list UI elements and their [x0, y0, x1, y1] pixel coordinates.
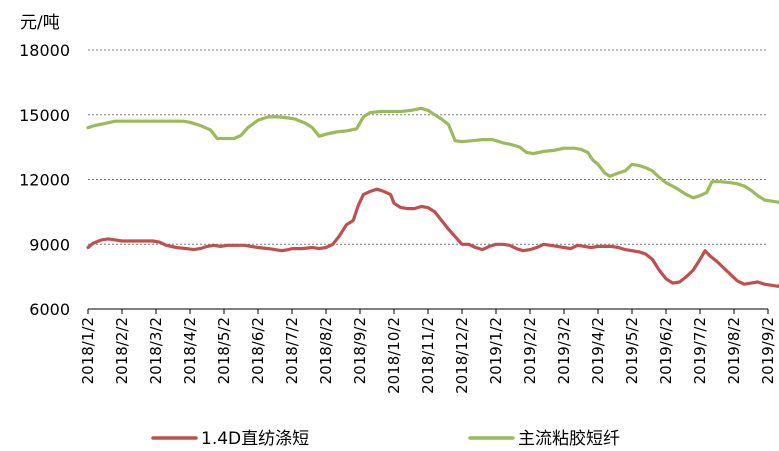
x-axis-ticks: 2018/1/2 2018/2/2 2018/3/2 2018/4/2 2018/5/2…: [79, 309, 777, 394]
x-tick-label: 2018/8/2: [317, 317, 335, 384]
x-tick-label: 2018/5/2: [215, 317, 233, 384]
series-line-2: [86, 106, 779, 205]
x-tick-label: 2019/9/2: [759, 317, 777, 384]
y-tick-label: 18000: [19, 41, 70, 60]
x-tick-label: 2018/11/2: [419, 317, 437, 394]
x-tick-label: 2019/1/2: [487, 317, 505, 384]
y-unit-label: 元/吨: [20, 13, 60, 33]
x-tick-label: 2019/6/2: [657, 317, 675, 384]
x-tick-label: 2019/3/2: [555, 317, 573, 384]
x-tick-label: 2018/2/2: [113, 317, 131, 384]
series: [86, 106, 779, 288]
x-tick-label: 2019/2/2: [521, 317, 539, 384]
x-tick-label: 2018/10/2: [385, 317, 403, 394]
x-tick-label: 2018/6/2: [249, 317, 267, 384]
x-tick-label: 2018/4/2: [181, 317, 199, 384]
legend-label: 主流粘胶短纤: [518, 429, 620, 449]
x-tick-label: 2018/7/2: [283, 317, 301, 384]
x-tick-label: 2018/12/2: [453, 317, 471, 394]
x-tick-label: 2019/7/2: [691, 317, 709, 384]
legend: 1.4D直纺涤短 主流粘胶短纤: [151, 429, 620, 449]
x-tick-label: 2019/4/2: [589, 317, 607, 384]
grid: [88, 49, 768, 310]
legend-label: 1.4D直纺涤短: [201, 429, 309, 449]
x-tick-label: 2018/3/2: [147, 317, 165, 384]
y-tick-label: 12000: [19, 171, 70, 190]
x-tick-label: 2018/1/2: [79, 317, 97, 384]
series-line-1: [86, 187, 779, 288]
x-tick-label: 2018/9/2: [351, 317, 369, 384]
y-tick-label: 6000: [29, 300, 70, 319]
y-tick-label: 9000: [29, 235, 70, 254]
y-tick-label: 15000: [19, 106, 70, 125]
x-tick-label: 2019/5/2: [623, 317, 641, 384]
x-tick-label: 2019/8/2: [725, 317, 743, 384]
y-axis-ticks: 6000 9000 12000 15000 18000: [19, 41, 70, 319]
